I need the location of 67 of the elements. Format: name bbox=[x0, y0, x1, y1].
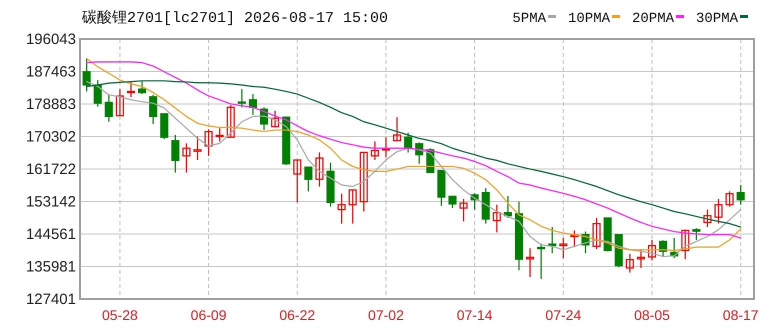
candlestick bbox=[204, 128, 213, 156]
x-tick-label: 07-02 bbox=[368, 307, 404, 323]
candlestick bbox=[526, 248, 534, 278]
candlestick bbox=[548, 226, 556, 254]
x-tick-label: 06-22 bbox=[279, 307, 316, 323]
candlestick bbox=[216, 128, 224, 142]
candlestick bbox=[648, 239, 656, 261]
candlestick bbox=[293, 159, 302, 204]
candlestick bbox=[226, 104, 235, 138]
candlestick bbox=[182, 142, 190, 174]
candlestick bbox=[338, 193, 346, 224]
candlestick bbox=[404, 132, 412, 154]
candlestick bbox=[559, 237, 568, 259]
y-tick-label: 153142 bbox=[26, 194, 76, 210]
y-tick-label: 187463 bbox=[26, 64, 76, 80]
candlestick bbox=[315, 152, 324, 188]
candlestick bbox=[537, 243, 546, 280]
x-tick-label: 07-14 bbox=[456, 307, 493, 323]
y-tick-label: 135981 bbox=[26, 258, 76, 276]
candlestick bbox=[149, 94, 158, 125]
candlestick bbox=[726, 190, 734, 208]
y-tick-label: 144561 bbox=[26, 226, 76, 243]
chart-title: 碳酸锂2701[lc2701] 2026-08-17 15:00 bbox=[81, 9, 388, 27]
candlestick bbox=[382, 136, 390, 158]
candlestick bbox=[116, 88, 124, 116]
legend-label: 30PMA bbox=[696, 11, 739, 27]
y-tick-label: 196043 bbox=[26, 31, 76, 48]
candlestick bbox=[126, 80, 136, 98]
y-tick-label: 170302 bbox=[26, 128, 76, 146]
x-tick-label: 05-28 bbox=[102, 307, 138, 323]
legend-label: 5PMA bbox=[512, 11, 547, 27]
y-tick-label: 127401 bbox=[26, 291, 76, 308]
candlestick bbox=[104, 94, 113, 122]
candlestick bbox=[504, 195, 512, 219]
candlestick bbox=[160, 113, 168, 140]
candlestick bbox=[570, 230, 578, 248]
candlestick bbox=[460, 198, 468, 222]
candlestick bbox=[692, 228, 700, 241]
x-tick-label: 08-17 bbox=[722, 307, 759, 323]
candlestick bbox=[703, 209, 712, 228]
candlestick bbox=[393, 116, 402, 142]
y-tick-label: 161722 bbox=[26, 161, 76, 178]
candlestick bbox=[82, 58, 91, 92]
x-tick-label: 06-09 bbox=[190, 307, 227, 323]
candlestick bbox=[370, 140, 379, 161]
candlestick bbox=[736, 184, 745, 206]
y-tick-label: 178883 bbox=[26, 96, 76, 113]
candlestick bbox=[592, 217, 601, 250]
candlestick bbox=[238, 88, 246, 108]
candlestick bbox=[360, 152, 368, 212]
candlestick bbox=[626, 253, 634, 274]
legend-label: 20PMA bbox=[632, 11, 675, 27]
candlestick bbox=[714, 198, 723, 224]
candlestick bbox=[304, 166, 312, 192]
candlestick bbox=[138, 80, 146, 95]
candlestick bbox=[448, 196, 457, 209]
candlestick bbox=[271, 110, 280, 128]
candlestick bbox=[94, 79, 102, 108]
candlestick bbox=[348, 189, 357, 224]
candlestick bbox=[492, 204, 501, 233]
candlestick bbox=[681, 229, 690, 260]
candlestick bbox=[248, 93, 257, 116]
candlestick bbox=[171, 134, 180, 174]
candlestick bbox=[193, 136, 202, 161]
x-tick-label: 08-05 bbox=[634, 307, 670, 323]
x-tick-label: 07-24 bbox=[545, 307, 582, 323]
legend-label: 10PMA bbox=[568, 11, 611, 27]
